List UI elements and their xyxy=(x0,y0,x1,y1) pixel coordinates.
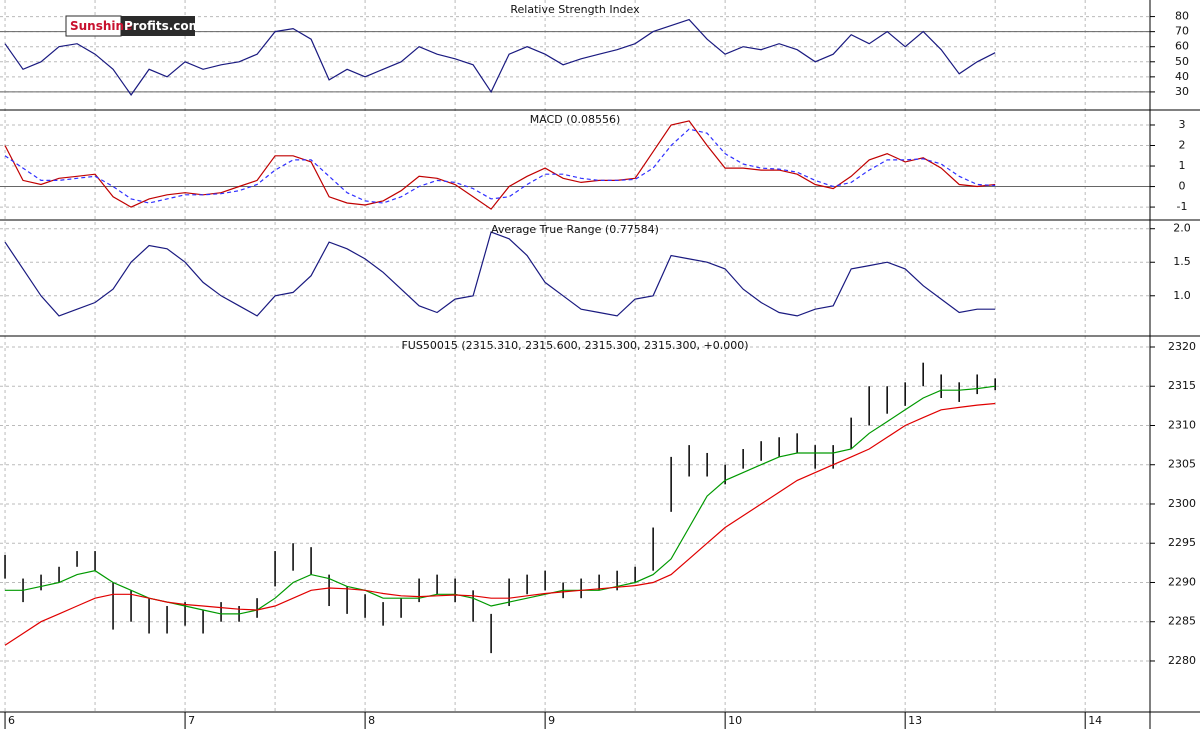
y-tick-label: 2.0 xyxy=(1173,222,1191,235)
y-tick-label: 1 xyxy=(1179,159,1186,172)
x-tick-label: 6 xyxy=(8,714,15,727)
x-tick-label: 13 xyxy=(908,714,922,727)
y-tick-label: 30 xyxy=(1175,85,1189,98)
y-tick-label: 2300 xyxy=(1168,497,1196,510)
panel-title: Relative Strength Index xyxy=(510,3,640,16)
y-tick-label: 50 xyxy=(1175,55,1189,68)
y-tick-label: 2310 xyxy=(1168,418,1196,431)
y-tick-label: 1.0 xyxy=(1173,289,1191,302)
plot-layer xyxy=(0,0,1150,712)
y-tick-label: 1.5 xyxy=(1173,255,1191,268)
x-tick-label: 9 xyxy=(548,714,555,727)
y-tick-label: 80 xyxy=(1175,10,1189,23)
y-tick-label: 2285 xyxy=(1168,615,1196,628)
series-line xyxy=(5,385,996,615)
y-tick-label: 2295 xyxy=(1168,536,1196,549)
panel-title: Average True Range (0.77584) xyxy=(491,223,659,236)
y-tick-label: 70 xyxy=(1175,25,1189,38)
panel-title: FUS50015 (2315.310, 2315.600, 2315.300, … xyxy=(401,339,748,352)
panel-title: MACD (0.08556) xyxy=(530,113,621,126)
logo: Sunshine Profits.com xyxy=(65,15,201,37)
y-tick-label: 2305 xyxy=(1168,458,1196,471)
logo-text: Sunshine xyxy=(70,19,132,33)
series-line xyxy=(4,402,996,646)
x-tick-label: 7 xyxy=(188,714,195,727)
series-line xyxy=(4,120,996,210)
y-tick-label: 2320 xyxy=(1168,340,1196,353)
y-tick-label: 2 xyxy=(1179,139,1186,152)
x-tick-label: 8 xyxy=(368,714,375,727)
y-tick-label: 2280 xyxy=(1168,654,1196,667)
y-tick-label: 2315 xyxy=(1168,379,1196,392)
y-tick-label: -1 xyxy=(1177,200,1188,213)
x-tick-label: 10 xyxy=(728,714,742,727)
x-tick-label: 14 xyxy=(1088,714,1102,727)
y-tick-label: 0 xyxy=(1179,180,1186,193)
y-tick-label: 2290 xyxy=(1168,575,1196,588)
logo-text: Profits.com xyxy=(124,19,201,33)
series-line xyxy=(4,18,996,96)
y-tick-label: 3 xyxy=(1179,118,1186,131)
y-tick-label: 40 xyxy=(1175,70,1189,83)
logo-left xyxy=(65,15,122,37)
y-tick-label: 60 xyxy=(1175,40,1189,53)
series-line xyxy=(4,231,996,317)
